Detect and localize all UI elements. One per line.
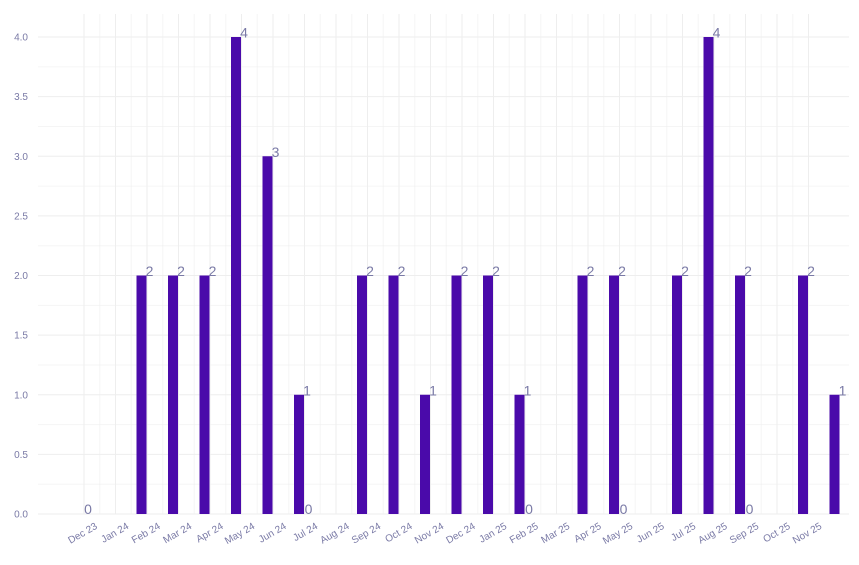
bar: [168, 275, 178, 514]
x-tick-label: Jul 24: [291, 521, 320, 544]
y-tick-label: 3.0: [14, 152, 28, 163]
x-tick-label: Jan 24: [99, 521, 131, 546]
data-label: 2: [366, 263, 374, 279]
x-tick-label: Jul 25: [669, 521, 698, 544]
bar: [420, 394, 430, 514]
data-label: 4: [713, 25, 721, 41]
x-tick-label: Aug 25: [697, 521, 730, 547]
data-label: 2: [681, 263, 689, 279]
x-tick-label: Aug 24: [319, 521, 352, 547]
x-tick-label: Mar 24: [162, 521, 195, 546]
y-tick-label: 2.5: [14, 211, 28, 222]
x-tick-label: Jun 24: [257, 521, 289, 546]
y-tick-label: 4.0: [14, 33, 28, 44]
x-tick-label: Dec 24: [445, 521, 478, 547]
data-label: 0: [84, 501, 92, 517]
x-tick-label: Apr 24: [194, 521, 225, 545]
data-labels: 0 2 2 2 4 3 1 0 2 2 1 2 2 1 0 2 2 0 2 4 2 0 2 1: [84, 25, 847, 518]
x-tick-label: Nov 24: [413, 521, 446, 547]
bar: [262, 156, 273, 514]
data-label: 2: [807, 263, 815, 279]
bar: [136, 275, 147, 514]
data-label: 0: [746, 501, 754, 517]
x-tick-label: Nov 25: [791, 521, 824, 547]
x-tick-label: Oct 25: [761, 521, 792, 545]
data-label: 2: [587, 263, 595, 279]
bar: [577, 275, 588, 514]
y-tick-label: 1.0: [14, 390, 28, 401]
bar: [735, 275, 745, 514]
bar: [451, 275, 462, 514]
x-tick-label: Dec 23: [67, 521, 100, 547]
grid: [38, 14, 849, 515]
data-label: 1: [429, 382, 437, 398]
x-tick-label: Oct 24: [383, 521, 414, 545]
y-tick-label: 0.5: [14, 450, 28, 461]
x-tick-label: Sep 24: [350, 521, 383, 547]
data-label: 4: [240, 25, 248, 41]
data-label: 0: [620, 501, 628, 517]
y-tick-label: 2.0: [14, 271, 28, 282]
data-label: 1: [839, 382, 847, 398]
x-tick-label: Apr 25: [572, 521, 603, 545]
y-axis: 0.0 0.5 1.0 1.5 2.0 2.5 3.0 3.5 4.0: [14, 33, 28, 521]
bar: [483, 275, 493, 514]
bar: [703, 37, 714, 514]
bar: [357, 275, 367, 514]
data-label: 2: [146, 263, 154, 279]
x-tick-label: Jun 25: [635, 521, 667, 546]
x-tick-label: Jan 25: [477, 521, 509, 546]
x-tick-label: May 25: [601, 521, 635, 547]
bar: [388, 275, 399, 514]
x-tick-label: Sep 25: [728, 521, 761, 547]
bar: [199, 275, 210, 514]
y-tick-label: 3.5: [14, 92, 28, 103]
y-tick-label: 1.5: [14, 331, 28, 342]
data-label: 3: [272, 144, 280, 160]
x-tick-label: Mar 25: [540, 521, 573, 546]
bar: [294, 394, 304, 514]
data-label: 2: [744, 263, 752, 279]
data-label: 1: [524, 382, 532, 398]
x-tick-label: Feb 24: [130, 521, 163, 546]
bar: [798, 275, 808, 514]
x-tick-label: May 24: [223, 521, 257, 547]
data-label: 2: [461, 263, 469, 279]
y-tick-label: 0.0: [14, 510, 28, 521]
data-label: 2: [398, 263, 406, 279]
bar: [829, 394, 840, 514]
data-label: 2: [177, 263, 185, 279]
bars: [136, 37, 840, 514]
bar: [672, 275, 682, 514]
data-label: 0: [525, 501, 533, 517]
data-label: 2: [209, 263, 217, 279]
bar: [514, 394, 525, 514]
data-label: 0: [305, 501, 313, 517]
data-label: 2: [492, 263, 500, 279]
data-label: 2: [618, 263, 626, 279]
data-label: 1: [303, 382, 311, 398]
x-tick-label: Feb 25: [508, 521, 541, 546]
bar: [609, 275, 619, 514]
bar: [231, 37, 241, 514]
